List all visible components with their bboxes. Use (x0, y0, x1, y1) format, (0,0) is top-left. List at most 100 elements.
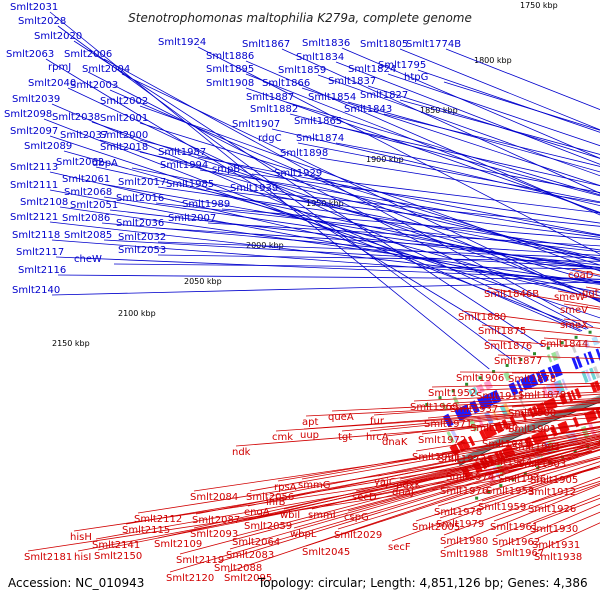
gene-label-forward: Smlt2053 (118, 245, 166, 256)
gene-label-reverse: Smlt1953 (486, 486, 534, 497)
tick-marker (451, 389, 455, 393)
connector-line-forward (399, 99, 600, 155)
connector-line-forward (109, 209, 600, 266)
forward-feature (520, 377, 531, 391)
connector-line-reverse (487, 434, 600, 457)
gene-label-reverse: dnaJ (392, 487, 414, 498)
connector-line-reverse (301, 426, 600, 480)
connector-line-forward (49, 171, 600, 300)
connector-line-reverse (413, 391, 600, 402)
tick-marker (561, 455, 565, 459)
connector-line-reverse (399, 435, 600, 480)
gene-label-forward: Smlt2068 (64, 187, 112, 198)
gene-label-reverse: Smlt1844 (540, 339, 588, 350)
gene-label-forward: Smlt1827 (360, 90, 408, 101)
connector-line-reverse (479, 385, 600, 391)
connector-line-reverse (305, 449, 600, 547)
gene-label-forward: Smlt2006 (64, 49, 112, 60)
gene-label-reverse: wbiI (280, 510, 300, 521)
gene-label-forward: Smlt1887 (246, 92, 294, 103)
tick-marker (499, 484, 503, 488)
connector-line-reverse (439, 465, 600, 519)
tick-marker (505, 363, 509, 367)
gene-label-forward: Smlt1774B (406, 39, 461, 50)
connector-line-reverse (427, 402, 600, 419)
connector-line-forward (443, 81, 600, 131)
connector-line-reverse (485, 421, 600, 439)
gene-label-forward: Smlt1985 (166, 179, 214, 190)
connector-line-reverse (157, 441, 600, 539)
reverse-feature (482, 427, 492, 439)
tick-marker (560, 341, 564, 345)
connector-line-forward (49, 11, 490, 370)
gene-label-reverse: Smlt1991 (412, 452, 460, 463)
gene-label-forward: Smlt2037 (60, 130, 108, 141)
reverse-feature (570, 390, 577, 401)
gene-label-reverse: Smlt1988 (440, 549, 488, 560)
connector-line-forward (445, 48, 600, 110)
forward-feature (571, 357, 579, 370)
connector-line-forward (73, 40, 543, 347)
gene-label-forward: Smlt2113 (10, 162, 58, 173)
gene-label-forward: Smlt1886 (206, 51, 254, 62)
connector-line-forward (285, 101, 600, 196)
connector-line-reverse (391, 465, 600, 542)
connector-line-reverse (305, 401, 600, 417)
connector-line-reverse (249, 429, 600, 492)
connector-line-forward (297, 142, 600, 203)
cog-feature-outer (483, 379, 493, 390)
forward-feature (516, 380, 524, 393)
connector-line-reverse (95, 450, 593, 540)
gene-label-reverse: Smlt2059 (244, 521, 292, 532)
connector-line-forward (103, 196, 600, 269)
gene-label-reverse: Smlt1961 (490, 522, 538, 533)
gene-label-reverse: Smlt1940 (470, 423, 518, 434)
connector-line-forward (245, 73, 600, 214)
gene-label-reverse: uup (300, 430, 319, 441)
connector-line-reverse (515, 427, 600, 442)
connector-line-reverse (277, 426, 600, 482)
gene-label-reverse: cspG (344, 512, 369, 523)
gene-label-forward: Smlt2118 (12, 230, 60, 241)
connector-line-reverse (437, 457, 600, 507)
cog-feature (446, 431, 455, 444)
gene-label-forward: Smlt2111 (10, 180, 58, 191)
gene-label-reverse: smmI (308, 510, 336, 521)
connector-line-reverse (179, 442, 600, 555)
connector-line-reverse (499, 503, 600, 548)
gene-label-forward: Smlt1907 (232, 119, 280, 130)
connector-line-forward (87, 71, 589, 329)
gene-label-reverse: Smlt2093 (190, 529, 238, 540)
gene-label-reverse: Smlt2064 (232, 537, 280, 548)
gene-label-reverse: Smlt1979 (436, 519, 484, 530)
connector-line-reverse (487, 339, 600, 349)
forward-feature (488, 391, 498, 405)
connector-line-forward (313, 177, 600, 214)
connector-line-forward (155, 227, 600, 256)
backbone-edge-inner (459, 401, 600, 466)
connector-line-reverse (217, 444, 600, 563)
cog-feature-outer (468, 389, 475, 398)
gene-label-reverse: Smlt1973 (438, 454, 486, 465)
gene-label-reverse: secD (352, 492, 377, 503)
connector-line-forward (51, 103, 581, 332)
connector-line-reverse (341, 407, 600, 432)
connector-line-forward (281, 48, 600, 194)
forward-feature (469, 400, 480, 414)
gene-label-reverse: Smlt2045 (302, 547, 350, 558)
tick-marker (478, 376, 482, 380)
gene-label-reverse: Smlt1978 (434, 507, 482, 518)
gene-label-reverse: Smlt1911 (476, 391, 524, 402)
gene-label-forward: Smlt2028 (18, 16, 66, 27)
cog-feature-outer (503, 371, 512, 381)
gene-label-reverse: hisH (70, 532, 92, 543)
gene-label-reverse: Smlt1901 (508, 424, 556, 435)
gene-label-forward: Smlt2018 (100, 142, 148, 153)
gene-label-forward: Smlt1989 (182, 199, 230, 210)
gene-label-reverse: Smlt1976 (440, 486, 488, 497)
gene-label-forward: Smlt1882 (250, 104, 298, 115)
forward-feature (442, 413, 454, 428)
connector-line-reverse (511, 372, 600, 374)
connector-line-reverse (489, 455, 600, 486)
connector-line-forward (131, 167, 600, 261)
